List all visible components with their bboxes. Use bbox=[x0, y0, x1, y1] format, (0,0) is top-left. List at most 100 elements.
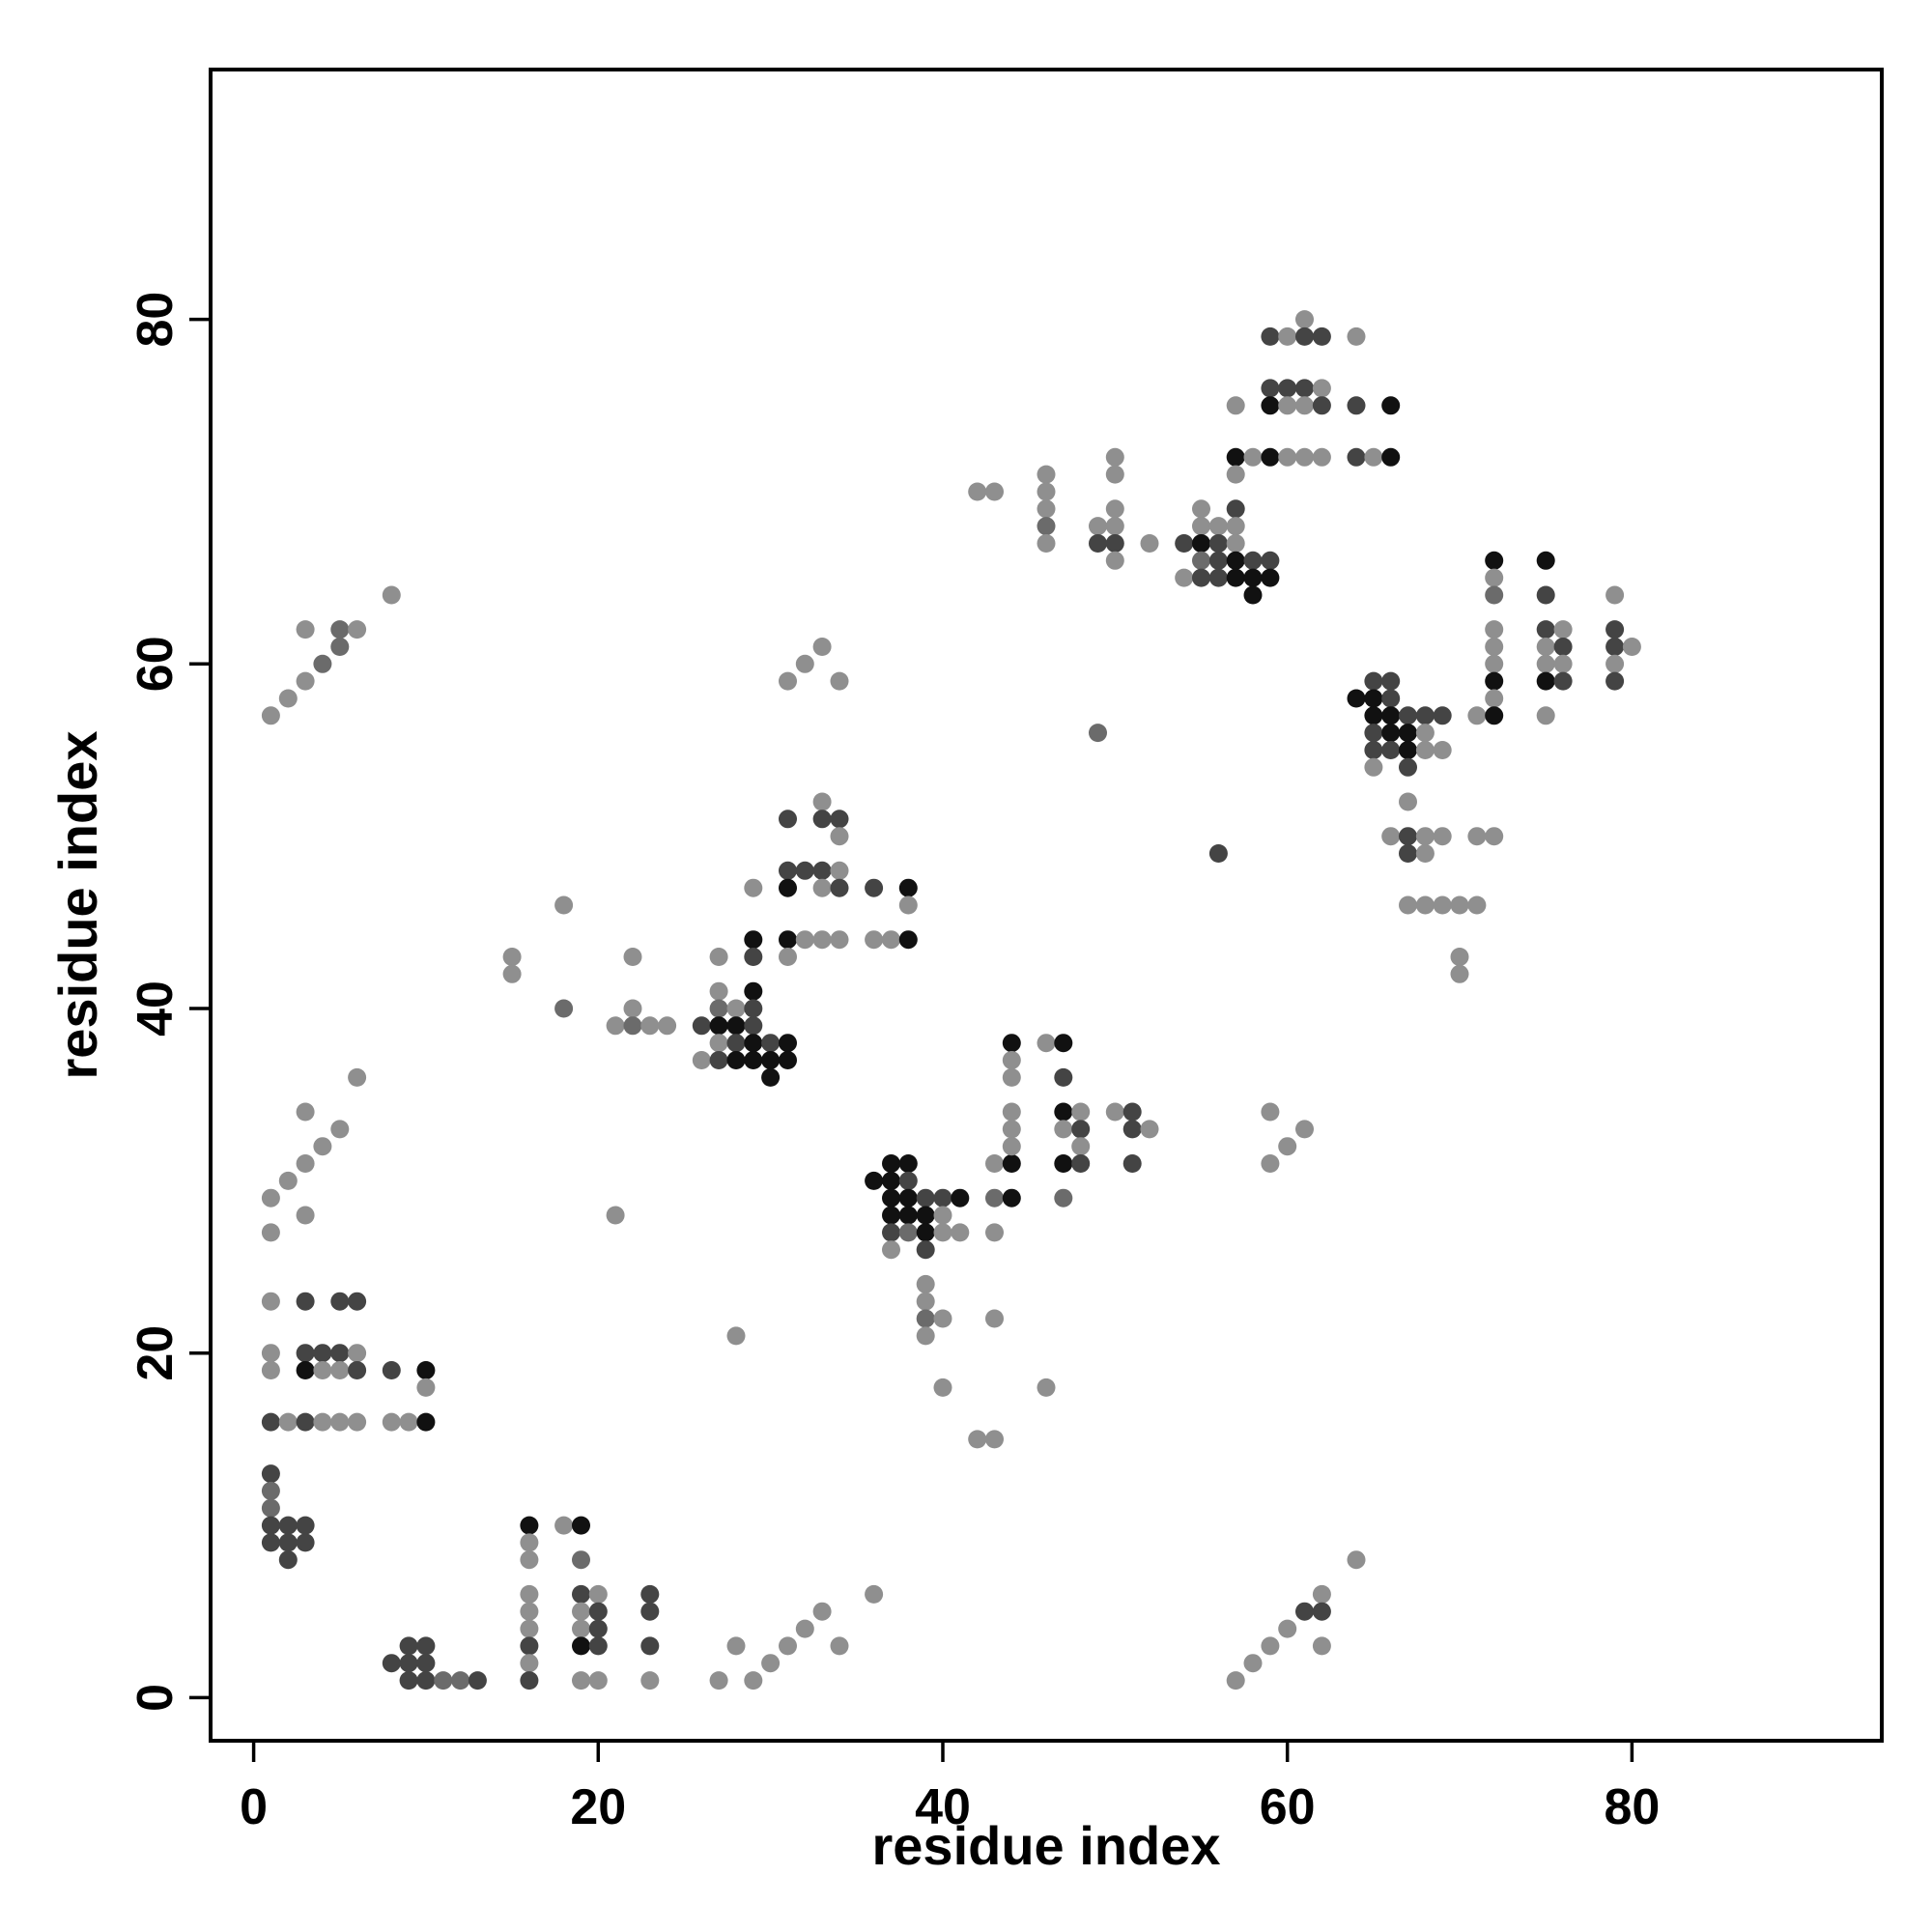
data-point bbox=[278, 1171, 298, 1190]
data-point bbox=[1295, 1602, 1314, 1621]
data-point bbox=[623, 999, 642, 1018]
data-point bbox=[933, 1206, 952, 1225]
data-point bbox=[382, 1654, 401, 1673]
data-point bbox=[761, 1067, 781, 1087]
data-point bbox=[1192, 499, 1210, 519]
data-point bbox=[916, 1188, 935, 1208]
data-point bbox=[882, 930, 900, 950]
data-point bbox=[692, 1051, 711, 1069]
data-point bbox=[1192, 517, 1210, 536]
data-point bbox=[1226, 551, 1245, 570]
data-point bbox=[399, 1654, 418, 1673]
data-point bbox=[812, 792, 832, 811]
data-point bbox=[588, 1602, 608, 1621]
data-point bbox=[1415, 706, 1435, 725]
data-point bbox=[1295, 1120, 1314, 1139]
data-point bbox=[1105, 1102, 1124, 1122]
data-point bbox=[399, 1412, 418, 1432]
data-point bbox=[1192, 534, 1210, 553]
data-point bbox=[933, 1378, 952, 1397]
data-point bbox=[726, 1326, 746, 1346]
data-point bbox=[830, 810, 849, 829]
data-point bbox=[520, 1602, 539, 1621]
data-point bbox=[261, 1516, 280, 1535]
data-point bbox=[1312, 1584, 1331, 1604]
data-point bbox=[640, 1584, 660, 1604]
data-point bbox=[1278, 1619, 1297, 1638]
data-point bbox=[1433, 827, 1452, 846]
data-point bbox=[1381, 706, 1401, 725]
data-point bbox=[726, 1016, 746, 1036]
data-point bbox=[795, 861, 814, 880]
data-point bbox=[382, 585, 401, 605]
data-point bbox=[1278, 1137, 1297, 1156]
data-point bbox=[985, 1188, 1004, 1208]
data-point bbox=[1536, 620, 1555, 639]
data-point bbox=[278, 1533, 298, 1552]
data-point bbox=[1415, 827, 1435, 846]
data-point bbox=[1312, 379, 1331, 398]
data-point bbox=[296, 1206, 315, 1225]
data-point bbox=[812, 930, 832, 950]
data-point bbox=[898, 1223, 918, 1242]
data-point bbox=[1399, 895, 1417, 915]
data-point bbox=[1261, 1636, 1280, 1656]
data-point bbox=[1295, 327, 1314, 346]
data-point bbox=[1485, 654, 1504, 673]
y-tick-label: 80 bbox=[128, 292, 184, 348]
data-point bbox=[1381, 671, 1401, 691]
data-point bbox=[1364, 706, 1383, 725]
data-point bbox=[1415, 895, 1435, 915]
data-point bbox=[296, 1154, 315, 1173]
data-point bbox=[709, 1034, 728, 1053]
data-point bbox=[640, 1636, 660, 1656]
data-point bbox=[1364, 757, 1383, 777]
data-point bbox=[933, 1188, 952, 1208]
data-point bbox=[261, 1344, 280, 1363]
x-tick-label: 60 bbox=[1260, 1779, 1316, 1835]
data-points bbox=[261, 310, 1641, 1690]
data-point bbox=[898, 878, 918, 897]
data-point bbox=[779, 930, 797, 950]
data-point bbox=[1485, 620, 1504, 639]
x-axis-title: residue index bbox=[871, 1815, 1220, 1876]
data-point bbox=[1399, 827, 1417, 846]
data-point bbox=[1605, 585, 1625, 605]
data-point bbox=[1105, 534, 1124, 553]
data-point bbox=[779, 810, 797, 829]
data-point bbox=[313, 1344, 332, 1363]
data-point bbox=[916, 1292, 935, 1311]
data-point bbox=[779, 1636, 797, 1656]
data-point bbox=[1450, 895, 1469, 915]
data-point bbox=[709, 981, 728, 1001]
data-point bbox=[313, 1361, 332, 1379]
x-tick-label: 20 bbox=[570, 1779, 626, 1835]
data-point bbox=[1605, 620, 1625, 639]
data-point bbox=[313, 1412, 332, 1432]
data-point bbox=[761, 1034, 781, 1053]
data-point bbox=[779, 948, 797, 966]
data-point bbox=[744, 981, 763, 1001]
data-point bbox=[692, 1016, 711, 1036]
data-point bbox=[416, 1412, 436, 1432]
data-point bbox=[1071, 1137, 1091, 1156]
data-point bbox=[898, 1154, 918, 1173]
data-point bbox=[779, 861, 797, 880]
data-point bbox=[1105, 447, 1124, 467]
data-point bbox=[882, 1171, 900, 1190]
data-point bbox=[1399, 724, 1417, 743]
data-point bbox=[1485, 568, 1504, 587]
data-point bbox=[1037, 1378, 1056, 1397]
data-point bbox=[830, 878, 849, 897]
data-point bbox=[1140, 1120, 1159, 1139]
data-point bbox=[399, 1671, 418, 1690]
data-point bbox=[1485, 706, 1504, 725]
data-point bbox=[261, 1464, 280, 1484]
data-point bbox=[1553, 620, 1573, 639]
data-point bbox=[468, 1671, 487, 1690]
data-point bbox=[916, 1326, 935, 1346]
data-point bbox=[623, 948, 642, 966]
data-point bbox=[1261, 396, 1280, 415]
data-point bbox=[1002, 1188, 1021, 1208]
